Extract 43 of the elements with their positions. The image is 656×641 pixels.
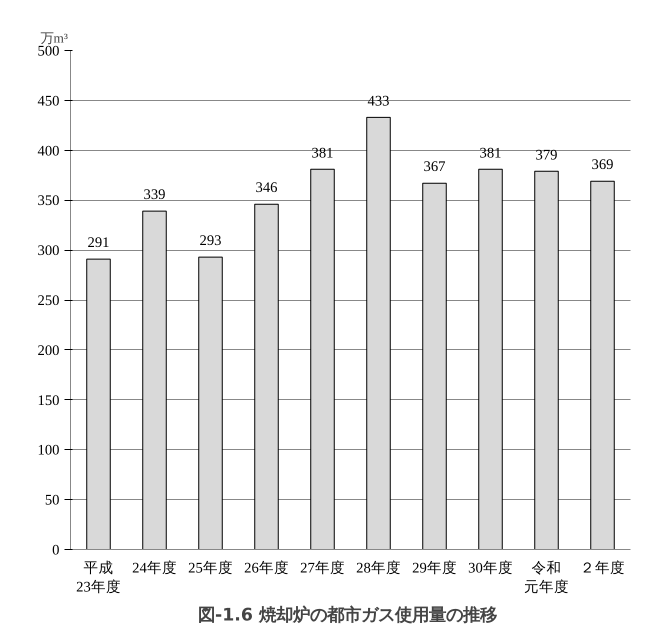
x-tick-label: 28年度 (356, 560, 401, 576)
y-tick-label: 350 (38, 193, 60, 210)
y-tick-label: 200 (38, 342, 60, 359)
bar (366, 116, 391, 550)
data-label: 433 (368, 93, 390, 110)
x-tick-label: 30年度 (468, 560, 513, 576)
bar (86, 258, 111, 550)
data-label: 339 (144, 187, 166, 204)
bar (478, 168, 503, 550)
bar (534, 170, 559, 550)
y-tick-label: 250 (38, 293, 60, 309)
y-tick-label: 450 (38, 93, 60, 110)
x-tick-label: 27年度 (300, 560, 345, 576)
data-label: 293 (200, 233, 222, 250)
bar (254, 204, 279, 550)
x-tick-label: 25年度 (188, 560, 233, 576)
data-label: 379 (536, 147, 558, 164)
y-tick-label: 500 (38, 44, 60, 60)
data-label: 369 (592, 157, 614, 174)
y-tick-label: 300 (38, 243, 60, 260)
x-tick-label: ２年度 (580, 560, 625, 576)
x-tick-label: 26年度 (244, 560, 289, 576)
bar (198, 256, 223, 550)
x-tick-label: 29年度 (412, 560, 457, 576)
bar (142, 210, 167, 550)
data-label: 291 (88, 235, 110, 252)
bar (422, 182, 447, 550)
bar (590, 180, 615, 550)
bar (310, 168, 335, 550)
x-tick-label: 平成23年度 (76, 560, 121, 596)
data-label: 381 (312, 145, 334, 162)
y-axis-title: 万m³ (40, 30, 68, 46)
text: 図-1.6 焼却炉の都市ガス使用量の推移 (198, 606, 497, 626)
data-label: 346 (256, 180, 278, 196)
y-tick-label: 400 (38, 143, 60, 160)
x-tick-label: 24年度 (132, 560, 177, 576)
y-tick-label: 50 (44, 492, 60, 509)
data-label: 381 (480, 145, 502, 162)
data-label: 367 (424, 159, 446, 176)
y-tick-label: 150 (38, 392, 60, 409)
x-tick-label: 令和元年度 (524, 560, 569, 596)
y-tick-label: 100 (38, 442, 60, 459)
y-tick-label: 0 (52, 542, 60, 558)
